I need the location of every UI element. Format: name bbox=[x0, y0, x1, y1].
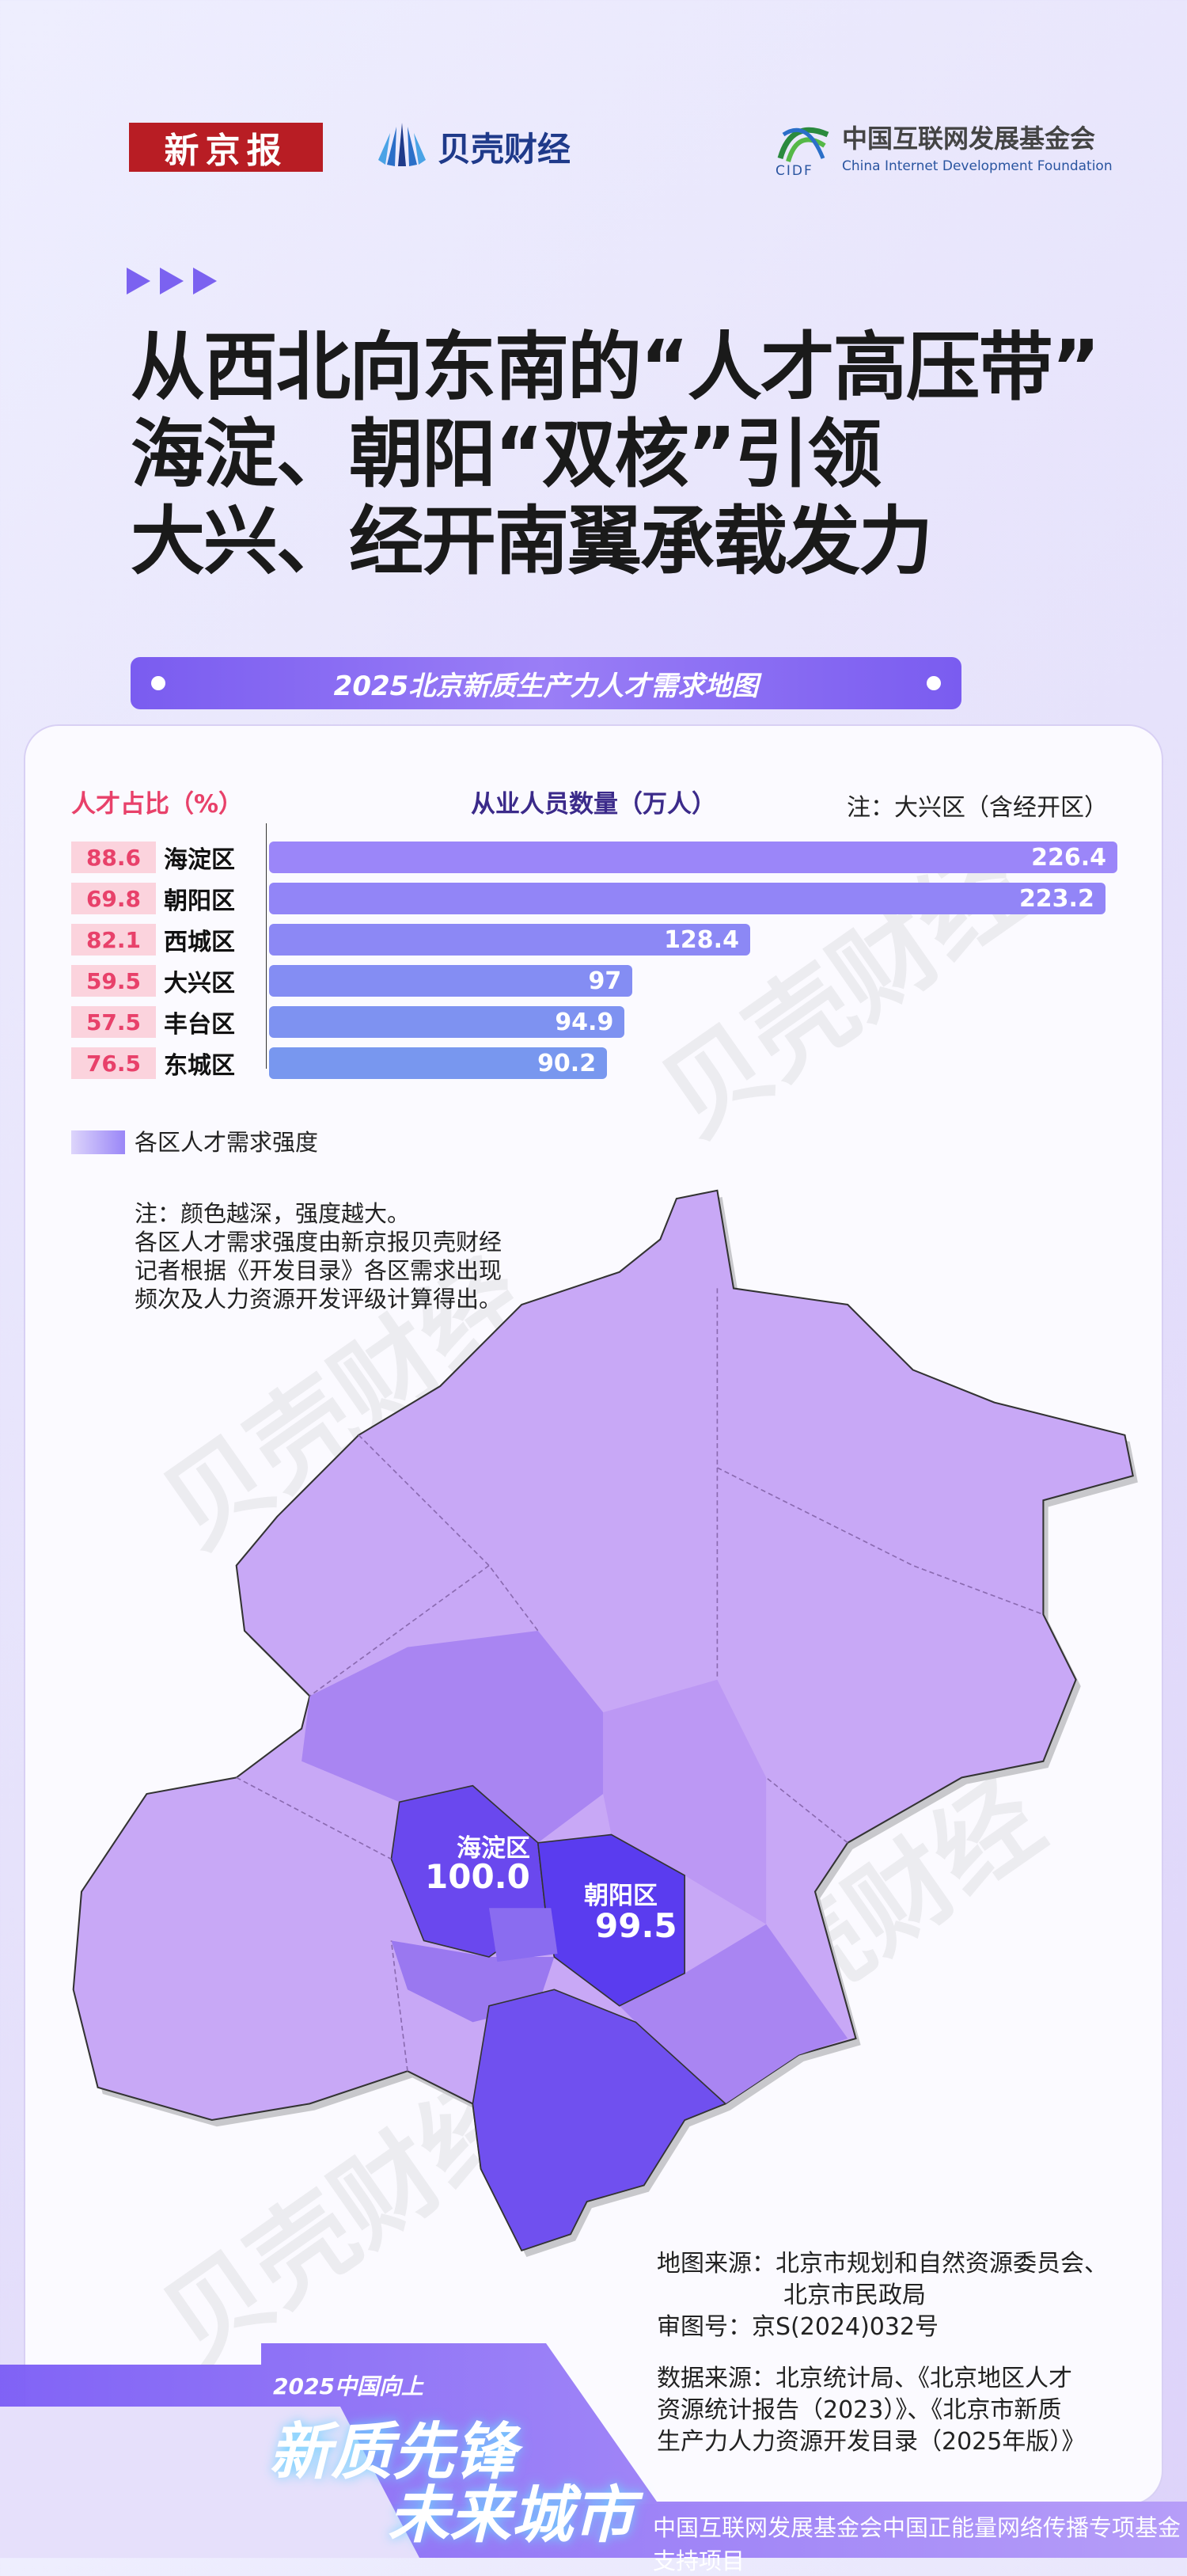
bar-row: 88.6 海淀区 bbox=[71, 842, 235, 874]
slogan-small: 2025中国向上 bbox=[273, 2373, 423, 2399]
banner-dot-right bbox=[927, 676, 941, 690]
bar-value-label: 97 bbox=[588, 967, 622, 995]
cidf-logo: CIDF 中国互联网发展基金会 China Internet Developme… bbox=[776, 119, 1113, 179]
bar-value-label: 128.4 bbox=[664, 925, 739, 954]
xinjingbao-logo: 新京报 bbox=[129, 123, 323, 172]
district-name: 丰台区 bbox=[164, 1011, 235, 1039]
section-banner: 2025北京新质生产力人才需求地图 bbox=[131, 657, 961, 709]
review-number: 审图号：京S(2024)032号 bbox=[657, 2313, 939, 2341]
district-name: 东城区 bbox=[164, 1052, 235, 1080]
talent-share-value: 59.5 bbox=[71, 965, 156, 997]
bar: 94.9 bbox=[269, 1006, 625, 1038]
map-note-line: 频次及人力资源开发评级计算得出。 bbox=[135, 1286, 502, 1313]
bar-value-label: 226.4 bbox=[1031, 843, 1106, 872]
page-title: 从西北向东南的“人才高压带” 海淀、朝阳“双核”引领 大兴、经开南翼承载发力 bbox=[131, 325, 1101, 586]
bar-value-label: 223.2 bbox=[1018, 884, 1094, 913]
talent-share-value: 88.6 bbox=[71, 842, 156, 873]
title-line-2: 海淀、朝阳“双核”引领 bbox=[131, 412, 882, 498]
bar: 226.4 bbox=[269, 842, 1117, 873]
map-district-daxing bbox=[472, 1989, 727, 2251]
map-notes: 注：颜色越深，强度越大。 各区人才需求强度由新京报贝壳财经 记者根据《开发目录》… bbox=[135, 1199, 502, 1313]
beike-caijing-logo: 贝壳财经 bbox=[376, 119, 571, 174]
map-value-chaoyang: 99.5 bbox=[595, 1906, 677, 1945]
map-source-line: 北京市民政局 bbox=[783, 2282, 926, 2309]
map-district-boundaries bbox=[236, 1288, 1044, 2072]
cidf-emblem-icon: CIDF bbox=[776, 119, 832, 179]
triangle-arrows-icon bbox=[127, 268, 217, 294]
map-district-shunyi bbox=[603, 1679, 767, 1924]
map-note-line: 注：颜色越深，强度越大。 bbox=[135, 1200, 411, 1227]
district-name: 大兴区 bbox=[164, 970, 235, 997]
talent-share-value: 76.5 bbox=[71, 1047, 156, 1079]
banner-title: 2025北京新质生产力人才需求地图 bbox=[333, 670, 759, 702]
employment-header: 从业人员数量（万人） bbox=[471, 790, 716, 819]
district-name: 海淀区 bbox=[164, 846, 235, 874]
bar-axis-line bbox=[266, 823, 267, 1069]
map-district-changping bbox=[301, 1631, 604, 1843]
slogan-line-1: 新质先锋 bbox=[269, 2417, 517, 2488]
data-source-line: 资源统计报告（2023）》、《北京市新质 bbox=[657, 2396, 1062, 2424]
bar: 90.2 bbox=[269, 1047, 608, 1079]
bar: 97 bbox=[269, 965, 633, 997]
legend-gradient-swatch bbox=[71, 1130, 125, 1154]
talent-share-value: 57.5 bbox=[71, 1006, 156, 1038]
bar-row: 59.5 大兴区 bbox=[71, 965, 235, 997]
talent-share-value: 69.8 bbox=[71, 883, 156, 914]
bar: 223.2 bbox=[269, 883, 1105, 914]
bar-row: 76.5 东城区 bbox=[71, 1047, 235, 1080]
district-name: 朝阳区 bbox=[164, 887, 235, 915]
chart-note: 注：大兴区（含经开区） bbox=[847, 794, 1108, 822]
cidf-abbr: CIDF bbox=[776, 163, 813, 179]
support-text: 中国互联网发展基金会中国正能量网络传播专项基金支持项目 bbox=[653, 2514, 1181, 2574]
cidf-name-en: China Internet Development Foundation bbox=[842, 158, 1113, 174]
banner-dot-left bbox=[151, 676, 165, 690]
legend-label: 各区人才需求强度 bbox=[135, 1129, 319, 1156]
map-note-line: 各区人才需求强度由新京报贝壳财经 bbox=[135, 1229, 502, 1256]
talent-share-header: 人才占比（%） bbox=[71, 790, 244, 819]
shell-icon bbox=[378, 123, 426, 166]
bar-value-label: 94.9 bbox=[555, 1008, 614, 1036]
district-name: 西城区 bbox=[164, 929, 235, 956]
title-line-1: 从西北向东南的“人才高压带” bbox=[131, 325, 1101, 411]
data-source: 数据来源：北京统计局、《北京地区人才 资源统计报告（2023）》、《北京市新质 … bbox=[657, 2363, 1085, 2458]
map-note-line: 记者根据《开发目录》各区需求出现 bbox=[135, 1257, 502, 1284]
map-source-line: 地图来源：北京市规划和自然资源委员会、 bbox=[657, 2250, 1108, 2278]
map-district-core bbox=[489, 1908, 558, 1962]
map-value-haidian: 100.0 bbox=[425, 1857, 530, 1896]
footer-band bbox=[0, 2343, 1187, 2558]
slogan-line-2: 未来城市 bbox=[388, 2480, 635, 2551]
bar-row: 82.1 西城区 bbox=[71, 924, 235, 956]
data-source-line: 生产力人力资源开发目录（2025年版）》 bbox=[657, 2428, 1086, 2456]
title-line-3: 大兴、经开南翼承载发力 bbox=[131, 499, 933, 585]
bar: 128.4 bbox=[269, 924, 750, 956]
bar-row: 69.8 朝阳区 bbox=[71, 883, 235, 915]
cidf-name-cn: 中国互联网发展基金会 bbox=[842, 123, 1096, 154]
talent-share-value: 82.1 bbox=[71, 924, 156, 956]
bar-row: 57.5 丰台区 bbox=[71, 1006, 235, 1039]
bar-value-label: 90.2 bbox=[537, 1049, 597, 1077]
map-source: 地图来源：北京市规划和自然资源委员会、 北京市民政局 审图号：京S(2024)0… bbox=[657, 2248, 1108, 2343]
map-label-haidian: 海淀区 bbox=[457, 1834, 530, 1863]
map-label-chaoyang: 朝阳区 bbox=[584, 1882, 658, 1910]
beike-caijing-text: 贝壳财经 bbox=[438, 129, 571, 169]
data-source-line: 数据来源：北京统计局、《北京地区人才 bbox=[657, 2365, 1072, 2392]
